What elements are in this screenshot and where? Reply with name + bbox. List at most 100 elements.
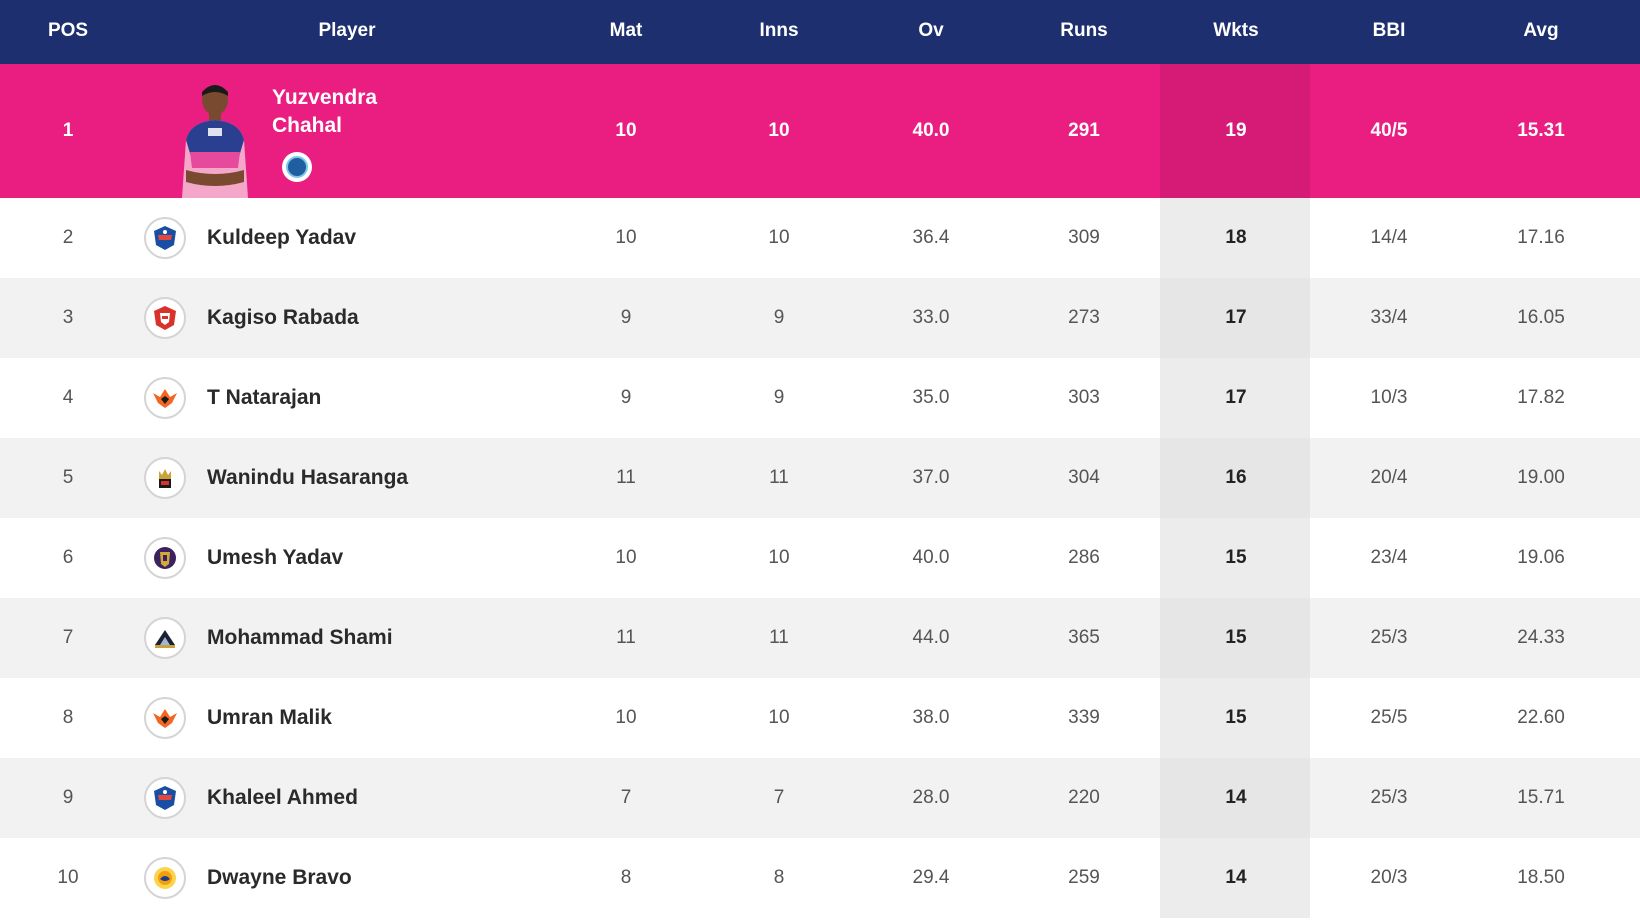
col-header-avg[interactable]: Avg bbox=[1523, 20, 1559, 41]
row-inns: 10 bbox=[768, 707, 790, 728]
row-inns: 11 bbox=[769, 627, 789, 648]
row-avg: 17.16 bbox=[1517, 227, 1565, 248]
row-wkts: 16 bbox=[1225, 467, 1247, 488]
table-row[interactable]: 4 T Natarajan 9 9 35.0 303 17 10/3 17.82 bbox=[0, 358, 1640, 438]
col-header-ov[interactable]: Ov bbox=[918, 20, 944, 41]
row-ov: 37.0 bbox=[912, 467, 950, 488]
row-runs: 220 bbox=[1068, 787, 1100, 808]
player-name-link[interactable]: Umesh Yadav bbox=[207, 546, 344, 569]
row-mat: 10 bbox=[615, 547, 637, 568]
player-name-link[interactable]: T Natarajan bbox=[207, 386, 322, 409]
row-ov: 33.0 bbox=[912, 307, 950, 328]
table-row[interactable]: 6 Umesh Yadav 10 10 40.0 286 15 23/4 19.06 bbox=[0, 518, 1640, 598]
table-row[interactable]: 8 Umran Malik 10 10 38.0 339 15 25/5 22.60 bbox=[0, 678, 1640, 758]
wkts-column-highlight bbox=[1160, 838, 1310, 918]
row-avg: 17.82 bbox=[1517, 387, 1565, 408]
row-ov: 40.0 bbox=[912, 547, 950, 568]
row-bbi: 10/3 bbox=[1370, 387, 1408, 408]
row-runs: 273 bbox=[1068, 307, 1100, 328]
table-row[interactable]: 5 Wanindu Hasaranga 11 11 37.0 304 16 20/4 19.00 bbox=[0, 438, 1640, 518]
table-row[interactable]: 2 Kuldeep Yadav 10 10 36.4 309 18 14/4 17.16 bbox=[0, 198, 1640, 278]
row-inns: 11 bbox=[769, 467, 789, 488]
player-name-link[interactable]: Dwayne Bravo bbox=[207, 866, 352, 889]
row-avg: 24.33 bbox=[1517, 627, 1565, 648]
chennai-super-kings-logo-icon bbox=[144, 857, 186, 899]
row-wkts: 15 bbox=[1225, 707, 1247, 728]
row-mat: 11 bbox=[616, 627, 636, 648]
col-header-mat[interactable]: Mat bbox=[609, 20, 643, 41]
leader-last-name: Chahal bbox=[272, 114, 343, 137]
row-mat: 11 bbox=[616, 467, 636, 488]
row-inns: 10 bbox=[768, 227, 790, 248]
row-wkts: 14 bbox=[1225, 867, 1247, 888]
player-name-link[interactable]: Umran Malik bbox=[207, 706, 332, 729]
row-mat: 9 bbox=[620, 387, 632, 408]
row-mat: 7 bbox=[620, 787, 632, 808]
row-runs: 303 bbox=[1068, 387, 1100, 408]
wkts-column-highlight bbox=[1160, 518, 1310, 598]
row-runs: 309 bbox=[1068, 227, 1100, 248]
row-mat: 10 bbox=[615, 227, 637, 248]
wkts-column-highlight bbox=[1160, 278, 1310, 358]
row-wkts: 14 bbox=[1225, 787, 1247, 808]
leader-player-name[interactable]: Yuzvendra Chahal bbox=[272, 84, 432, 140]
wkts-column-highlight bbox=[1160, 358, 1310, 438]
row-avg: 19.06 bbox=[1517, 547, 1565, 568]
table-row[interactable]: 9 Khaleel Ahmed 7 7 28.0 220 14 25/3 15.71 bbox=[0, 758, 1640, 838]
row-runs: 259 bbox=[1068, 867, 1100, 888]
row-pos: 5 bbox=[62, 467, 74, 488]
col-header-runs[interactable]: Runs bbox=[1060, 20, 1108, 41]
row-pos: 9 bbox=[62, 787, 74, 808]
player-name-link[interactable]: Kuldeep Yadav bbox=[207, 226, 357, 249]
player-name-link[interactable]: Khaleel Ahmed bbox=[207, 786, 358, 809]
player-portrait bbox=[182, 85, 248, 198]
kolkata-knight-riders-logo-icon bbox=[144, 537, 186, 579]
row-inns: 9 bbox=[773, 307, 785, 328]
row-wkts: 15 bbox=[1225, 627, 1247, 648]
row-avg: 15.71 bbox=[1517, 787, 1565, 808]
row-bbi: 20/3 bbox=[1370, 867, 1408, 888]
sunrisers-hyderabad-logo-icon bbox=[144, 697, 186, 739]
row-bbi: 25/3 bbox=[1370, 787, 1408, 808]
table-row[interactable]: 3 Kagiso Rabada 9 9 33.0 273 17 33/4 16.05 bbox=[0, 278, 1640, 358]
row-pos: 2 bbox=[62, 227, 74, 248]
leader-pos: 1 bbox=[62, 120, 74, 141]
leader-bbi: 40/5 bbox=[1370, 120, 1408, 141]
col-header-inns[interactable]: Inns bbox=[759, 20, 799, 41]
player-name-link[interactable]: Kagiso Rabada bbox=[207, 306, 359, 329]
row-pos: 3 bbox=[62, 307, 74, 328]
table-row[interactable]: 10 Dwayne Bravo 8 8 29.4 259 14 20/3 18.50 bbox=[0, 838, 1640, 918]
table-row[interactable]: 7 Mohammad Shami 11 11 44.0 365 15 25/3 24.33 bbox=[0, 598, 1640, 678]
col-header-player[interactable]: Player bbox=[318, 20, 376, 41]
royal-challengers-logo-icon bbox=[144, 457, 186, 499]
row-avg: 18.50 bbox=[1517, 867, 1565, 888]
player-name-link[interactable]: Mohammad Shami bbox=[207, 626, 393, 649]
punjab-kings-logo-icon bbox=[144, 297, 186, 339]
player-name-link[interactable]: Wanindu Hasaranga bbox=[207, 466, 409, 489]
gujarat-titans-logo-icon bbox=[144, 617, 186, 659]
col-header-wkts[interactable]: Wkts bbox=[1213, 20, 1259, 41]
row-wkts: 18 bbox=[1225, 227, 1247, 248]
col-header-bbi[interactable]: BBI bbox=[1372, 20, 1406, 41]
row-bbi: 33/4 bbox=[1370, 307, 1408, 328]
row-ov: 36.4 bbox=[912, 227, 950, 248]
row-mat: 10 bbox=[615, 707, 637, 728]
wkts-column-highlight bbox=[1160, 438, 1310, 518]
row-runs: 286 bbox=[1068, 547, 1100, 568]
rajasthan-royals-badge-icon bbox=[282, 152, 312, 182]
leader-avg: 15.31 bbox=[1517, 120, 1565, 141]
row-wkts: 15 bbox=[1225, 547, 1247, 568]
row-bbi: 25/3 bbox=[1370, 627, 1408, 648]
row-avg: 19.00 bbox=[1517, 467, 1565, 488]
row-pos: 10 bbox=[57, 867, 79, 888]
row-inns: 8 bbox=[773, 867, 785, 888]
col-header-pos[interactable]: POS bbox=[47, 20, 89, 41]
row-ov: 28.0 bbox=[912, 787, 950, 808]
leader-row[interactable]: 1 Yuzvendra Chahal 10 10 40.0 291 19 40/… bbox=[0, 64, 1640, 198]
sunrisers-hyderabad-logo-icon bbox=[144, 377, 186, 419]
row-ov: 38.0 bbox=[912, 707, 950, 728]
wkts-column-highlight bbox=[1160, 758, 1310, 838]
row-runs: 339 bbox=[1068, 707, 1100, 728]
row-bbi: 20/4 bbox=[1370, 467, 1408, 488]
leader-mat: 10 bbox=[615, 120, 637, 141]
